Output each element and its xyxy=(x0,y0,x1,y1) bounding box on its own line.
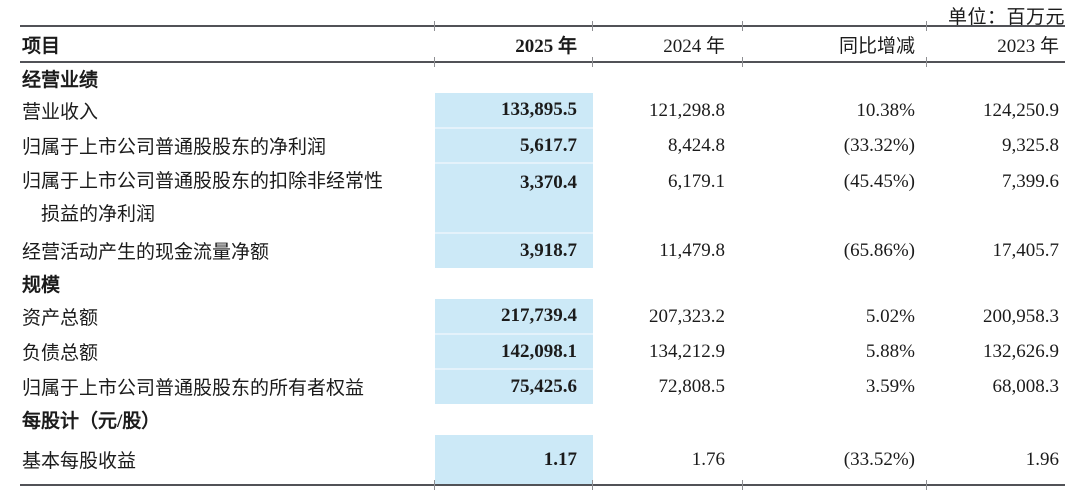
table-row-basic-eps: 基本每股收益 1.17 1.76 (33.52%) 1.96 xyxy=(20,435,1065,490)
header-row: 项目 2025 年 2024 年 同比增减 2023 年 xyxy=(20,22,1065,68)
table-row-total-liabilities: 负债总额 142,098.1 134,212.9 5.88% 132,626.9 xyxy=(20,334,1065,370)
value-2025: 133,895.5 xyxy=(435,93,593,129)
row-label: 经营活动产生的现金流量净额 xyxy=(22,242,270,263)
row-label: 基本每股收益 xyxy=(20,435,435,486)
value-yoy: 3.59% xyxy=(865,375,915,397)
value-yoy: 5.02% xyxy=(865,305,915,327)
row-label: 资产总额 xyxy=(22,308,99,329)
value-2025: 75,425.6 xyxy=(435,369,593,404)
col-header-2025: 2025 年 xyxy=(434,22,593,68)
col-header-item: 项目 xyxy=(20,25,435,63)
table-row-equity: 归属于上市公司普通股股东的所有者权益 75,425.6 72,808.5 3.5… xyxy=(20,369,1065,404)
section-row-scale: 规模 xyxy=(20,268,1065,299)
value-2024: 72,808.5 xyxy=(658,375,726,397)
financial-summary-table: 项目 2025 年 2024 年 同比增减 2023 年 经营业绩 营业收入 1… xyxy=(20,22,1065,490)
value-2023: 132,626.9 xyxy=(983,340,1059,362)
value-yoy: (65.86%) xyxy=(843,239,915,261)
value-2025: 217,739.4 xyxy=(435,299,593,335)
value-yoy: (33.52%) xyxy=(742,435,927,490)
value-2025: 142,098.1 xyxy=(435,334,593,370)
col-header-yoy: 同比增减 xyxy=(742,22,927,68)
value-2024: 8,424.8 xyxy=(668,134,725,156)
section-row-per-share: 每股计（元/股） xyxy=(20,404,1065,435)
table-row-net-profit: 归属于上市公司普通股股东的净利润 5,617.7 8,424.8 (33.32%… xyxy=(20,128,1065,164)
row-label: 归属于上市公司普通股股东的扣除非经常性 损益的净利润 xyxy=(20,163,435,233)
value-yoy: 10.38% xyxy=(856,99,915,121)
row-label-line2: 损益的净利润 xyxy=(41,204,156,225)
row-label: 归属于上市公司普通股股东的所有者权益 xyxy=(22,378,365,399)
value-2024: 207,323.2 xyxy=(649,305,725,327)
value-2025: 3,370.4 xyxy=(435,163,593,234)
table-row-operating-cash-flow: 经营活动产生的现金流量净额 3,918.7 11,479.8 (65.86%) … xyxy=(20,233,1065,268)
value-2023: 68,008.3 xyxy=(992,375,1060,397)
unit-label: 单位：百万元 xyxy=(947,7,1065,28)
row-label: 营业收入 xyxy=(22,102,99,123)
value-2024: 1.76 xyxy=(592,435,743,490)
value-2023: 7,399.6 xyxy=(1002,171,1059,192)
row-label: 负债总额 xyxy=(22,343,99,364)
value-2024: 11,479.8 xyxy=(659,239,725,261)
table-row-total-assets: 资产总额 217,739.4 207,323.2 5.02% 200,958.3 xyxy=(20,299,1065,335)
col-header-2023: 2023 年 xyxy=(926,22,1065,68)
value-2025: 5,617.7 xyxy=(435,128,593,164)
value-2025: 1.17 xyxy=(434,435,593,490)
table-row-revenue: 营业收入 133,895.5 121,298.8 10.38% 124,250.… xyxy=(20,93,1065,129)
value-yoy: 5.88% xyxy=(865,340,915,362)
table-row-net-profit-excl-nonrecurring: 归属于上市公司普通股股东的扣除非经常性 损益的净利润 3,370.4 6,179… xyxy=(20,163,1065,234)
section-header: 规模 xyxy=(22,275,61,296)
col-header-2024: 2024 年 xyxy=(592,22,743,68)
section-row-operating-results: 经营业绩 xyxy=(20,62,1065,93)
value-2024: 6,179.1 xyxy=(668,171,725,192)
row-label: 归属于上市公司普通股股东的净利润 xyxy=(22,137,327,158)
value-yoy: (33.32%) xyxy=(843,134,915,156)
value-2024: 134,212.9 xyxy=(649,340,725,362)
value-2025: 3,918.7 xyxy=(435,233,593,268)
value-2023: 200,958.3 xyxy=(983,305,1059,327)
value-yoy: (45.45%) xyxy=(843,171,915,192)
row-label-line1: 归属于上市公司普通股股东的扣除非经常性 xyxy=(22,171,384,192)
value-2023: 124,250.9 xyxy=(983,99,1059,121)
section-header: 经营业绩 xyxy=(22,69,99,91)
section-header: 每股计（元/股） xyxy=(22,411,161,432)
value-2023: 1.96 xyxy=(926,435,1065,490)
value-2024: 121,298.8 xyxy=(649,99,725,121)
value-2023: 9,325.8 xyxy=(1002,134,1059,156)
value-2023: 17,405.7 xyxy=(992,239,1060,261)
